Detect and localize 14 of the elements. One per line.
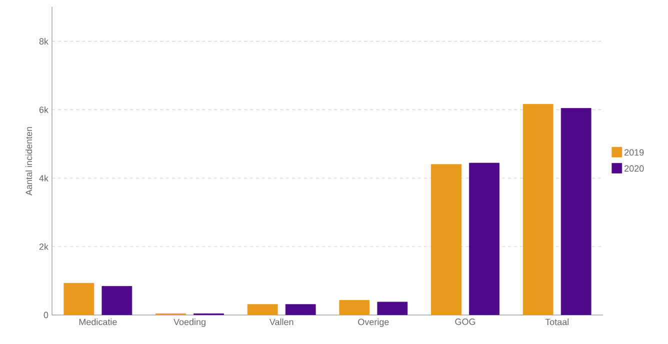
y-tick-label: 6k	[39, 106, 48, 113]
x-tick-label: Totaal	[545, 318, 568, 326]
legend-label: 2020	[624, 165, 644, 172]
x-tick-label: Voeding	[174, 318, 206, 327]
y-tick-label: 2k	[39, 243, 48, 250]
y-tick-label: 0	[44, 312, 48, 318]
x-tick-label: Medicatie	[79, 318, 117, 326]
y-tick-label: 8k	[39, 38, 48, 45]
y-axis-title: Aantal incidenten	[25, 127, 32, 196]
x-tick-label: Vallen	[269, 318, 294, 326]
legend-label: 2019	[624, 149, 644, 156]
x-tick-label: GOG	[455, 318, 476, 325]
x-tick-label: Overige	[358, 318, 389, 327]
y-tick-label: 4k	[39, 174, 48, 182]
